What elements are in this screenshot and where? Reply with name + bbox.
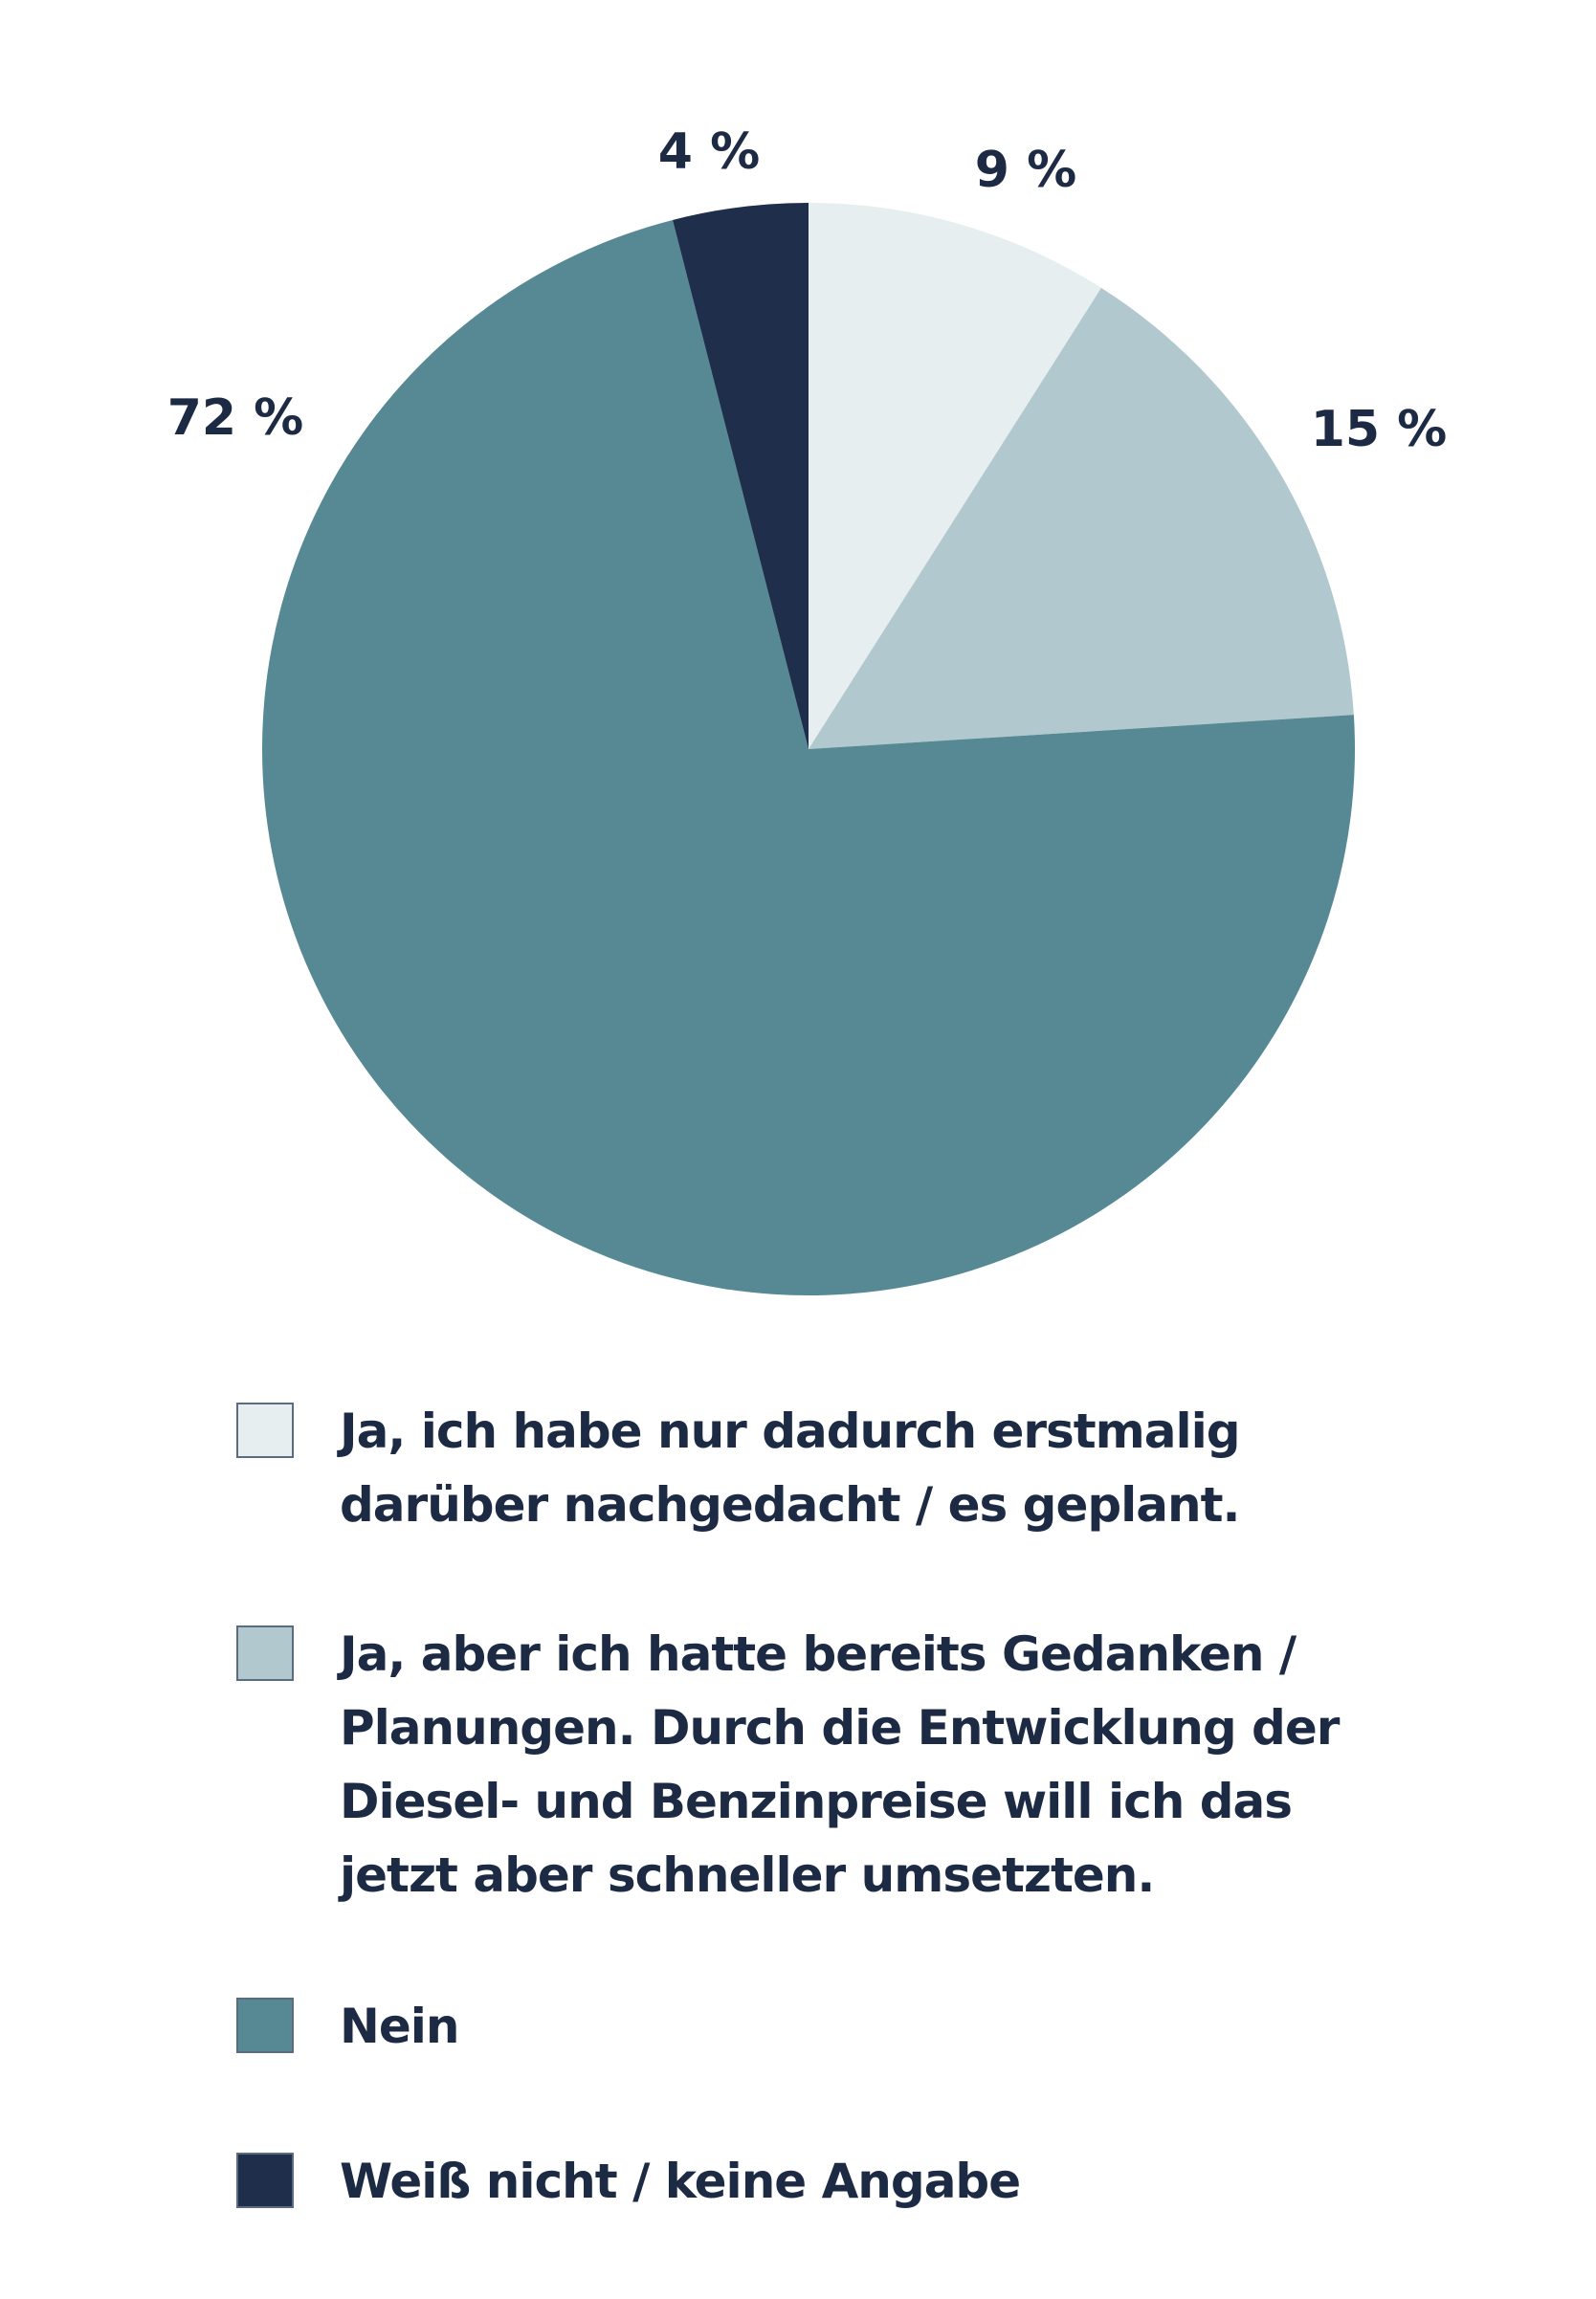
pie-slice	[262, 219, 1355, 1296]
legend-item: Ja, ich habe nur dadurch erstmalig darüb…	[236, 1395, 1402, 1542]
legend-label: Weiß nicht / keine Angabe	[340, 2154, 1021, 2209]
legend-item: Ja, aber ich hatte bereits Gedanken / Pl…	[236, 1618, 1402, 1912]
legend-item: Weiß nicht / keine Angabe	[236, 2145, 1402, 2219]
pie-chart: 9 % 15 % 72 % 4 %	[167, 123, 1448, 1296]
slice-label: 15 %	[1311, 401, 1448, 458]
pie-slice	[809, 203, 1101, 749]
pie-slice	[672, 203, 809, 749]
legend-swatch	[236, 1998, 294, 2053]
pie-slice	[809, 287, 1354, 749]
legend-label: Ja, ich habe nur dadurch erstmalig darüb…	[340, 1404, 1241, 1533]
legend-swatch	[236, 2153, 294, 2208]
legend-label: Ja, aber ich hatte bereits Gedanken / Pl…	[340, 1626, 1340, 1903]
legend-label: Nein	[340, 1999, 460, 2054]
legend-swatch	[236, 1403, 294, 1458]
legend-item: Nein	[236, 1990, 1402, 2064]
slice-label: 4 %	[658, 123, 760, 181]
legend-swatch	[236, 1625, 294, 1681]
slice-label: 9 %	[975, 142, 1076, 199]
slice-label: 72 %	[167, 389, 304, 447]
